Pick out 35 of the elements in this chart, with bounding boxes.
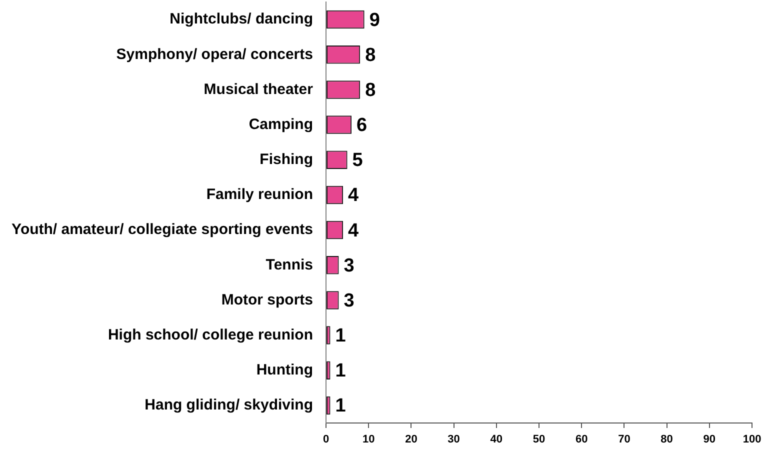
y-tick-label: High school/ college reunion [108, 326, 313, 344]
data-label: 3 [344, 290, 354, 312]
y-tick-label: Hunting [256, 362, 313, 379]
y-tick-label: Symphony/ opera/ concerts [116, 46, 313, 63]
y-tick-label: Family reunion [206, 186, 313, 204]
data-label: 8 [365, 80, 376, 101]
y-tick-label: Hang gliding/ skydiving [144, 396, 313, 414]
x-tick-label: 70 [618, 434, 630, 446]
x-tick-label: 80 [660, 434, 673, 446]
data-label: 1 [335, 326, 346, 347]
x-tick-label: 40 [490, 434, 503, 446]
data-label: 3 [344, 255, 354, 276]
data-label: 6 [356, 115, 368, 136]
y-tick-label: Camping [248, 116, 313, 133]
y-tick-label: Nightclubs/ dancing [170, 10, 313, 28]
data-label: 5 [352, 150, 364, 172]
y-tick-label: Motor sports [221, 291, 313, 308]
data-label: 8 [365, 44, 376, 66]
data-label: 9 [369, 10, 380, 31]
y-tick-label: Musical theater [204, 80, 314, 98]
x-tick-label: 90 [703, 434, 716, 446]
data-label: 1 [335, 360, 346, 382]
x-tick-label: 10 [362, 434, 375, 446]
data-label: 1 [335, 396, 346, 417]
x-tick-label: 50 [532, 434, 546, 446]
x-tick-label: 100 [742, 434, 762, 446]
y-tick-label: Fishing [260, 151, 313, 168]
x-tick-label: 0 [322, 434, 330, 446]
data-label: 4 [348, 185, 360, 206]
x-tick-label: 20 [405, 434, 418, 446]
x-tick-label: 60 [575, 434, 588, 446]
y-tick-label: Tennis [266, 256, 313, 274]
data-label: 4 [348, 220, 360, 242]
x-tick-label: 30 [448, 434, 460, 446]
y-tick-label: Youth/ amateur/ collegiate sporting events [12, 221, 313, 238]
